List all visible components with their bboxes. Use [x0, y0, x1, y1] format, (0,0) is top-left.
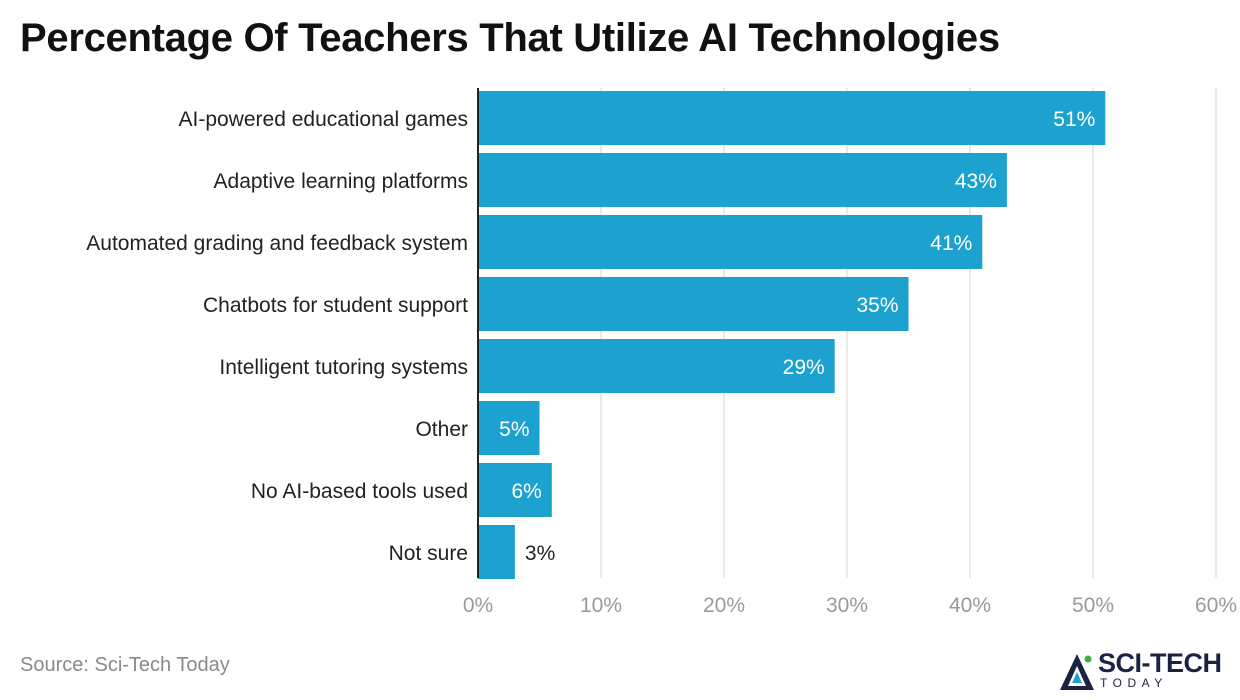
value-label: 5% — [499, 418, 529, 441]
category-label: Intelligent tutoring systems — [219, 356, 468, 379]
bar-chart: AI-powered educational games Adaptive lea… — [86, 88, 1237, 617]
category-label: Other — [415, 418, 468, 441]
bar — [478, 91, 1106, 145]
bar — [478, 525, 515, 579]
brand-name: SCI-TECH — [1098, 648, 1222, 678]
category-label: Automated grading and feedback system — [86, 232, 468, 255]
bar — [478, 401, 540, 455]
source-note: Source: Sci-Tech Today — [20, 654, 230, 676]
x-tick-label: 10% — [580, 594, 622, 617]
bar — [478, 463, 552, 517]
x-tick-label: 0% — [463, 594, 493, 617]
sci-tech-logo-icon — [1060, 654, 1094, 690]
bars — [478, 91, 1106, 579]
category-labels: AI-powered educational games Adaptive lea… — [86, 108, 468, 565]
value-label: 43% — [955, 170, 997, 193]
bar — [478, 277, 909, 331]
bar — [478, 153, 1007, 207]
value-label: 35% — [856, 294, 898, 317]
brand-logo: SCI-TECH TODAY — [1058, 648, 1234, 696]
value-label: 29% — [783, 356, 825, 379]
value-label: 41% — [930, 232, 972, 255]
x-tick-label: 30% — [826, 594, 868, 617]
bar — [478, 215, 983, 269]
value-label: 51% — [1053, 108, 1095, 131]
x-tick-label: 50% — [1072, 594, 1114, 617]
category-label: Not sure — [389, 542, 468, 565]
brand-subtitle: TODAY — [1100, 676, 1168, 690]
category-label: Adaptive learning platforms — [214, 170, 468, 193]
x-tick-label: 40% — [949, 594, 991, 617]
x-tick-label: 20% — [703, 594, 745, 617]
value-label: 6% — [511, 480, 541, 503]
category-label: AI-powered educational games — [178, 108, 468, 131]
bar — [478, 339, 835, 393]
category-label: Chatbots for student support — [203, 294, 468, 317]
category-label: No AI-based tools used — [251, 480, 468, 503]
value-labels: 51% 43% 41% 35% 29% 5% 6% 3% — [499, 108, 1095, 565]
chart-title: Percentage Of Teachers That Utilize AI T… — [20, 16, 1000, 60]
x-tick-label: 60% — [1195, 594, 1237, 617]
x-axis-ticks: 0% 10% 20% 30% 40% 50% 60% — [463, 594, 1237, 617]
value-label: 3% — [525, 542, 555, 565]
